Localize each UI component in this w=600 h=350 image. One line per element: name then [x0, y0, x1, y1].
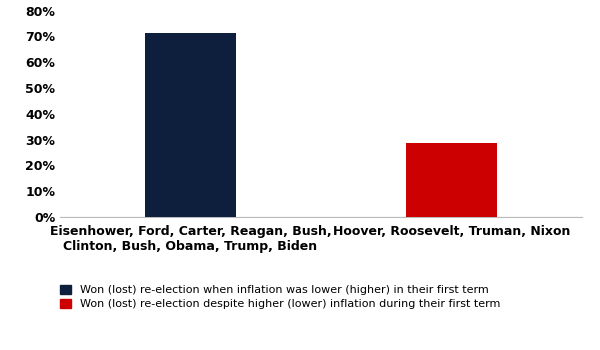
Bar	[406, 143, 497, 217]
Legend: Won (lost) re-election when inflation was lower (higher) in their first term, Wo: Won (lost) re-election when inflation wa…	[61, 285, 501, 309]
Bar	[145, 33, 236, 217]
